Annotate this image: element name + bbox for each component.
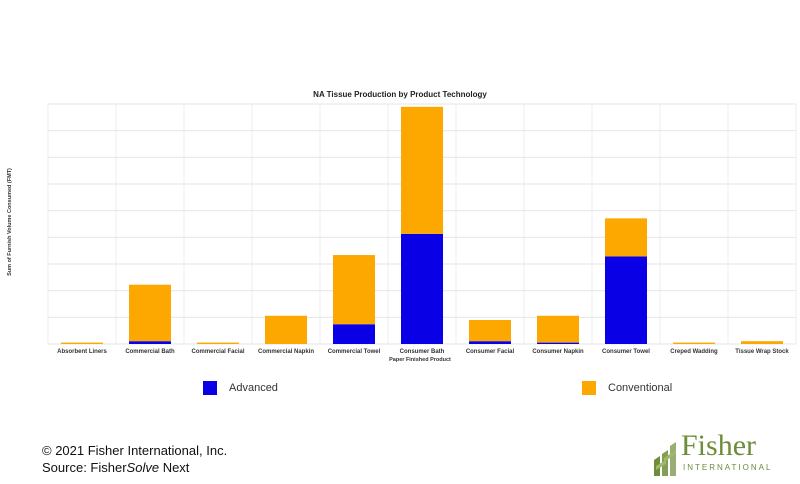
x-axis-title: Paper Finished Product <box>389 357 451 363</box>
x-tick-consumer-facial: Consumer Facial <box>466 349 515 355</box>
logo-subtitle: INTERNATIONAL <box>683 463 773 472</box>
bar-advanced-consumer-napkin <box>537 342 579 344</box>
bar-conventional-absorbent-liners <box>61 342 103 344</box>
fisher-logo: Fisher INTERNATIONAL <box>652 429 773 478</box>
y-axis-title: Sum of Furnish Volume Consumed (FMT) <box>7 168 13 276</box>
bar-advanced-commercial-bath <box>129 341 171 344</box>
x-tick-commercial-bath: Commercial Bath <box>125 349 175 355</box>
logo-mark-icon <box>654 442 676 476</box>
x-tick-consumer-napkin: Consumer Napkin <box>532 349 584 355</box>
x-tick-labels: Absorbent Liners Commercial Bath Commercia… <box>57 349 789 355</box>
x-tick-commercial-facial: Commercial Facial <box>191 349 244 355</box>
bar-advanced-consumer-towel <box>605 256 647 344</box>
legend-swatch-advanced <box>203 381 217 395</box>
x-tick-consumer-towel: Consumer Towel <box>602 349 650 355</box>
bars <box>61 106 783 344</box>
source-text: Source: FisherSolve Next <box>42 460 190 475</box>
copyright-text: © 2021 Fisher International, Inc. <box>42 443 228 458</box>
bar-conventional-commercial-towel <box>333 255 375 325</box>
bar-conventional-consumer-bath <box>401 106 443 234</box>
legend-label-conventional: Conventional <box>608 382 673 394</box>
legend-label-advanced: Advanced <box>229 382 278 394</box>
x-tick-consumer-bath: Consumer Bath <box>400 349 445 355</box>
bar-conventional-tissue-wrap-stock <box>741 341 783 344</box>
bar-conventional-commercial-facial <box>197 342 239 344</box>
x-tick-tissue-wrap-stock: Tissue Wrap Stock <box>735 349 789 355</box>
bar-conventional-consumer-napkin <box>537 315 579 343</box>
chart: NA Tissue Production by Product Technolo… <box>7 90 797 363</box>
bar-advanced-commercial-towel <box>333 324 375 344</box>
bar-conventional-commercial-bath <box>129 284 171 342</box>
x-tick-creped-wadding: Creped Wadding <box>670 349 718 355</box>
x-tick-absorbent-liners: Absorbent Liners <box>57 349 107 355</box>
bar-advanced-consumer-facial <box>469 341 511 344</box>
legend-item-conventional: Conventional <box>582 381 672 395</box>
x-tick-commercial-napkin: Commercial Napkin <box>258 349 314 355</box>
bar-conventional-commercial-napkin <box>265 315 307 344</box>
x-tick-commercial-towel: Commercial Towel <box>328 349 381 355</box>
bar-conventional-consumer-towel <box>605 218 647 257</box>
bar-conventional-consumer-facial <box>469 320 511 342</box>
chart-title: NA Tissue Production by Product Technolo… <box>313 90 487 99</box>
legend-swatch-conventional <box>582 381 596 395</box>
logo-name: Fisher <box>681 429 756 462</box>
bar-conventional-creped-wadding <box>673 342 715 344</box>
bar-advanced-consumer-bath <box>401 233 443 344</box>
legend-item-advanced: Advanced <box>203 381 278 395</box>
